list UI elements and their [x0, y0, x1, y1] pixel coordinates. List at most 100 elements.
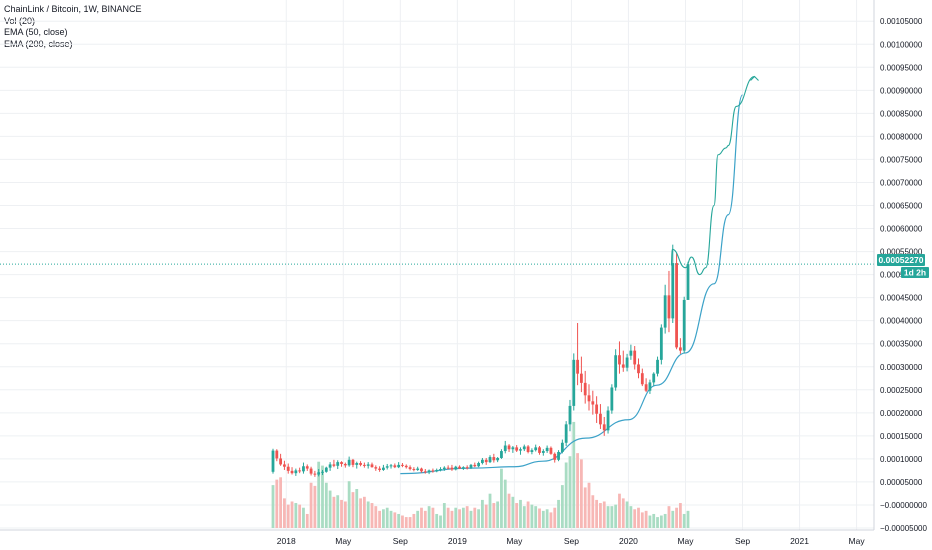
candle-body: [602, 424, 606, 431]
candle-body: [286, 466, 290, 471]
projection-arrowhead: [750, 75, 759, 81]
candle-body: [522, 446, 526, 450]
volume-bar: [621, 498, 625, 528]
volume-bar: [393, 512, 397, 528]
volume-bar: [492, 503, 496, 528]
volume-bar: [427, 506, 431, 528]
time-tick-label: Sep: [393, 536, 408, 546]
volume-bar: [614, 504, 618, 528]
candle-body: [427, 470, 431, 473]
last-price-value: 0.00052270: [879, 255, 924, 265]
price-tick-label: 0.00040000: [880, 317, 923, 326]
legend-title: ChainLink / Bitcoin, 1W, BINANCE: [4, 4, 142, 14]
candle-body: [439, 469, 442, 471]
volume-bar: [675, 507, 678, 528]
volume-bar: [347, 481, 351, 528]
time-axis[interactable]: 2018 May Sep 2019 May Sep 2020 May Sep 2021 May: [0, 529, 874, 546]
countdown-value: 1d 2h: [904, 268, 926, 278]
candle-body: [340, 462, 343, 464]
candle-body: [283, 464, 286, 467]
volume-bar: [633, 509, 637, 528]
candle-body: [678, 347, 682, 351]
candle-body: [351, 459, 355, 465]
volume-bar: [279, 477, 283, 528]
projection-path[interactable]: [670, 75, 755, 276]
volume-bar: [317, 461, 321, 528]
price-tick-label: 0.00105000: [880, 17, 923, 26]
price-tick-label: 0.00100000: [880, 40, 923, 49]
volume-bar: [431, 507, 435, 528]
candle-body: [545, 447, 549, 452]
volume-bar: [343, 501, 347, 528]
price-tick-label: 0.00075000: [880, 155, 923, 164]
volume-bar: [595, 499, 599, 528]
volume-bar: [610, 506, 614, 528]
candle-body: [625, 357, 629, 368]
candle-body: [324, 467, 328, 472]
price-tick-label: 0.00035000: [880, 340, 923, 349]
volume-bar: [545, 509, 549, 528]
candle-body: [416, 468, 420, 470]
volume-bar: [557, 499, 560, 528]
volume-bar: [515, 503, 519, 528]
candle-body: [576, 359, 579, 374]
candle-body: [579, 373, 583, 383]
candle-body: [572, 359, 576, 406]
price-tick-label: 0.00095000: [880, 63, 923, 72]
price-tick-label: 0.00085000: [880, 109, 923, 118]
candle-body: [423, 471, 427, 473]
volume-bar: [579, 459, 583, 528]
volume-bar: [488, 493, 492, 528]
volume-bar: [370, 503, 374, 528]
volume-bar: [382, 509, 385, 528]
volume-bar: [332, 496, 336, 528]
volume-bar: [442, 503, 446, 528]
volume-bar: [465, 506, 469, 528]
legend-volume: Vol (20): [4, 15, 36, 26]
volume-bar: [530, 504, 534, 528]
candle-body: [362, 464, 366, 466]
price-tick-label: 0.00065000: [880, 202, 923, 211]
price-tick-label: 0.00020000: [880, 409, 923, 418]
candle-body: [610, 387, 614, 411]
price-axis[interactable]: −0.00005000 −0.00000000 0.00005000 0.000100…: [873, 0, 927, 533]
candle-body: [408, 467, 412, 470]
price-tick-label: 0.00010000: [880, 455, 923, 464]
candle-body: [587, 395, 591, 402]
volume-bar: [454, 507, 458, 528]
price-tick-label: 0.00080000: [880, 132, 923, 141]
volume-bar: [397, 513, 401, 528]
price-tick-label: 0.00060000: [880, 225, 923, 234]
time-tick-label: 2021: [790, 536, 809, 546]
candle-body: [538, 447, 541, 453]
volume-bar: [656, 517, 659, 528]
volume-bar: [519, 499, 522, 528]
candle-body: [583, 382, 587, 396]
volume-bar: [686, 510, 690, 528]
last-price-badge: [877, 254, 925, 266]
candle-body: [431, 470, 435, 472]
candle-body: [473, 464, 477, 467]
candle-body: [347, 459, 351, 466]
candle-body: [686, 264, 690, 300]
volume-bar: [625, 501, 629, 528]
volume-bar: [313, 485, 317, 528]
candle-body: [519, 449, 522, 451]
candle-body: [652, 373, 656, 383]
candle-body: [560, 442, 564, 452]
candle-body: [313, 473, 317, 475]
candle-body: [496, 457, 500, 461]
volume-bar: [309, 482, 313, 528]
time-tick-label: Sep: [564, 536, 579, 546]
candle-body: [305, 466, 309, 469]
volume-bar: [389, 510, 393, 528]
volume-bar: [576, 453, 579, 528]
candle-body: [343, 463, 347, 466]
volume-bar: [507, 493, 511, 528]
projection-drawing[interactable]: [670, 75, 759, 276]
volume-bar: [511, 496, 515, 528]
volume-bar: [644, 510, 648, 528]
candle-body: [648, 382, 652, 391]
candle-body: [553, 453, 557, 460]
